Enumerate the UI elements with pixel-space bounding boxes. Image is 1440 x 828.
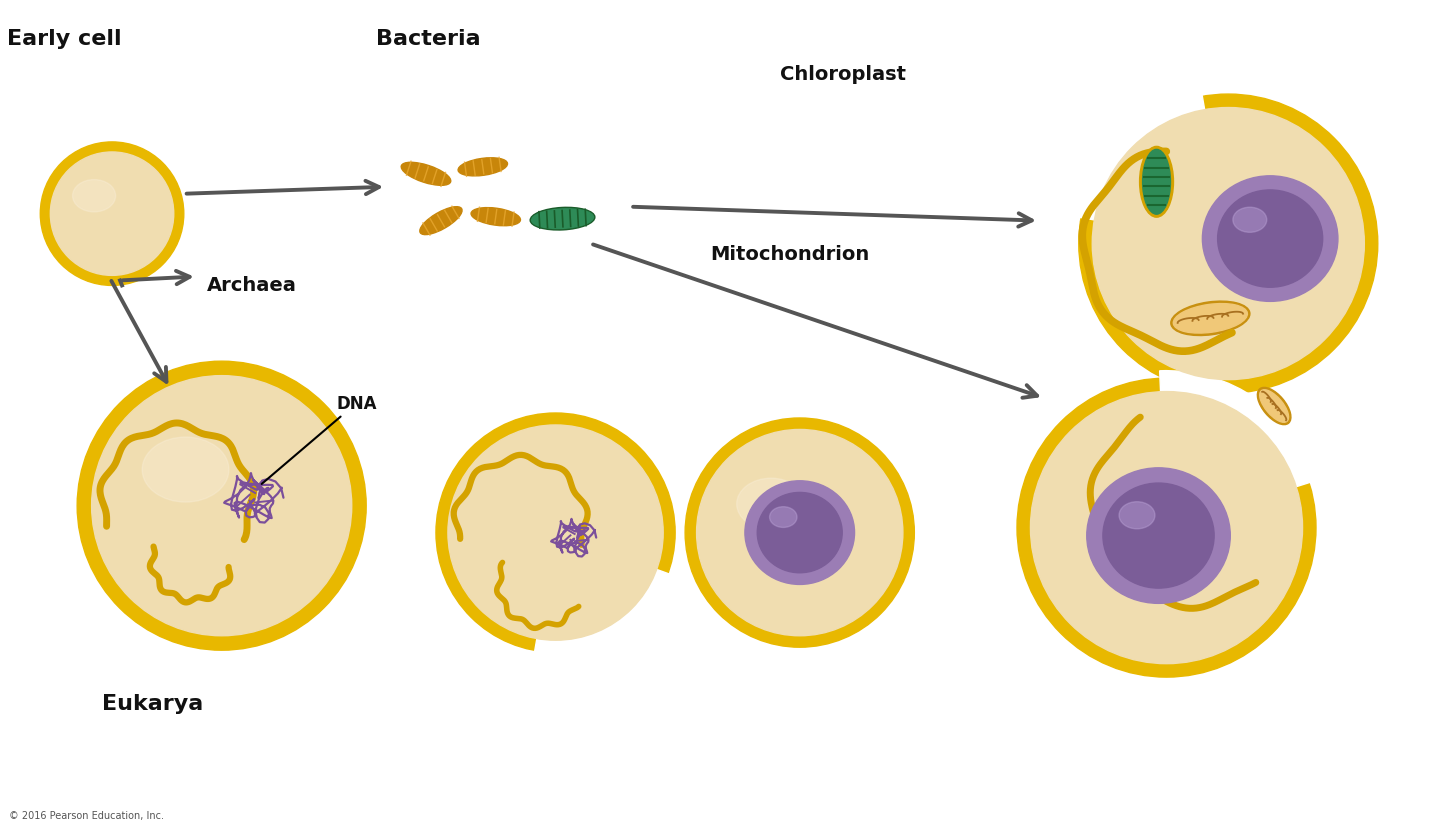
Ellipse shape — [1218, 190, 1323, 288]
Circle shape — [50, 153, 174, 276]
Wedge shape — [1074, 90, 1228, 244]
Ellipse shape — [531, 209, 593, 229]
Circle shape — [436, 413, 675, 652]
Ellipse shape — [471, 209, 520, 227]
Text: Eukarya: Eukarya — [102, 693, 203, 713]
Ellipse shape — [744, 481, 854, 585]
Circle shape — [40, 142, 184, 286]
Circle shape — [1017, 378, 1316, 677]
Text: © 2016 Pearson Education, Inc.: © 2016 Pearson Education, Inc. — [10, 810, 164, 820]
Circle shape — [78, 362, 366, 651]
Text: Early cell: Early cell — [7, 29, 122, 49]
Ellipse shape — [769, 507, 796, 527]
Ellipse shape — [1257, 388, 1290, 425]
Wedge shape — [534, 533, 674, 658]
Ellipse shape — [402, 163, 451, 186]
Text: Archaea: Archaea — [207, 276, 297, 295]
Wedge shape — [1159, 371, 1316, 528]
Ellipse shape — [1142, 150, 1171, 215]
Ellipse shape — [1171, 301, 1250, 336]
Ellipse shape — [420, 207, 462, 235]
Ellipse shape — [530, 208, 595, 231]
Ellipse shape — [1087, 469, 1230, 604]
Circle shape — [1079, 95, 1378, 393]
Ellipse shape — [1233, 208, 1267, 233]
Text: Mitochondrion: Mitochondrion — [710, 244, 870, 263]
Circle shape — [685, 418, 914, 647]
Ellipse shape — [757, 493, 842, 573]
Ellipse shape — [1139, 147, 1174, 218]
Ellipse shape — [737, 479, 805, 530]
Circle shape — [448, 426, 664, 641]
Ellipse shape — [458, 158, 507, 176]
Text: DNA: DNA — [262, 394, 377, 484]
Ellipse shape — [1119, 502, 1155, 529]
Circle shape — [1031, 392, 1303, 664]
Ellipse shape — [1174, 304, 1247, 334]
Ellipse shape — [1103, 484, 1214, 589]
Ellipse shape — [72, 181, 115, 213]
Circle shape — [697, 430, 903, 636]
Circle shape — [1093, 108, 1364, 380]
Text: Bacteria: Bacteria — [376, 29, 481, 49]
Ellipse shape — [1202, 176, 1338, 302]
Circle shape — [92, 376, 351, 636]
Ellipse shape — [143, 437, 229, 503]
Ellipse shape — [1260, 390, 1289, 423]
Text: Chloroplast: Chloroplast — [780, 65, 906, 84]
